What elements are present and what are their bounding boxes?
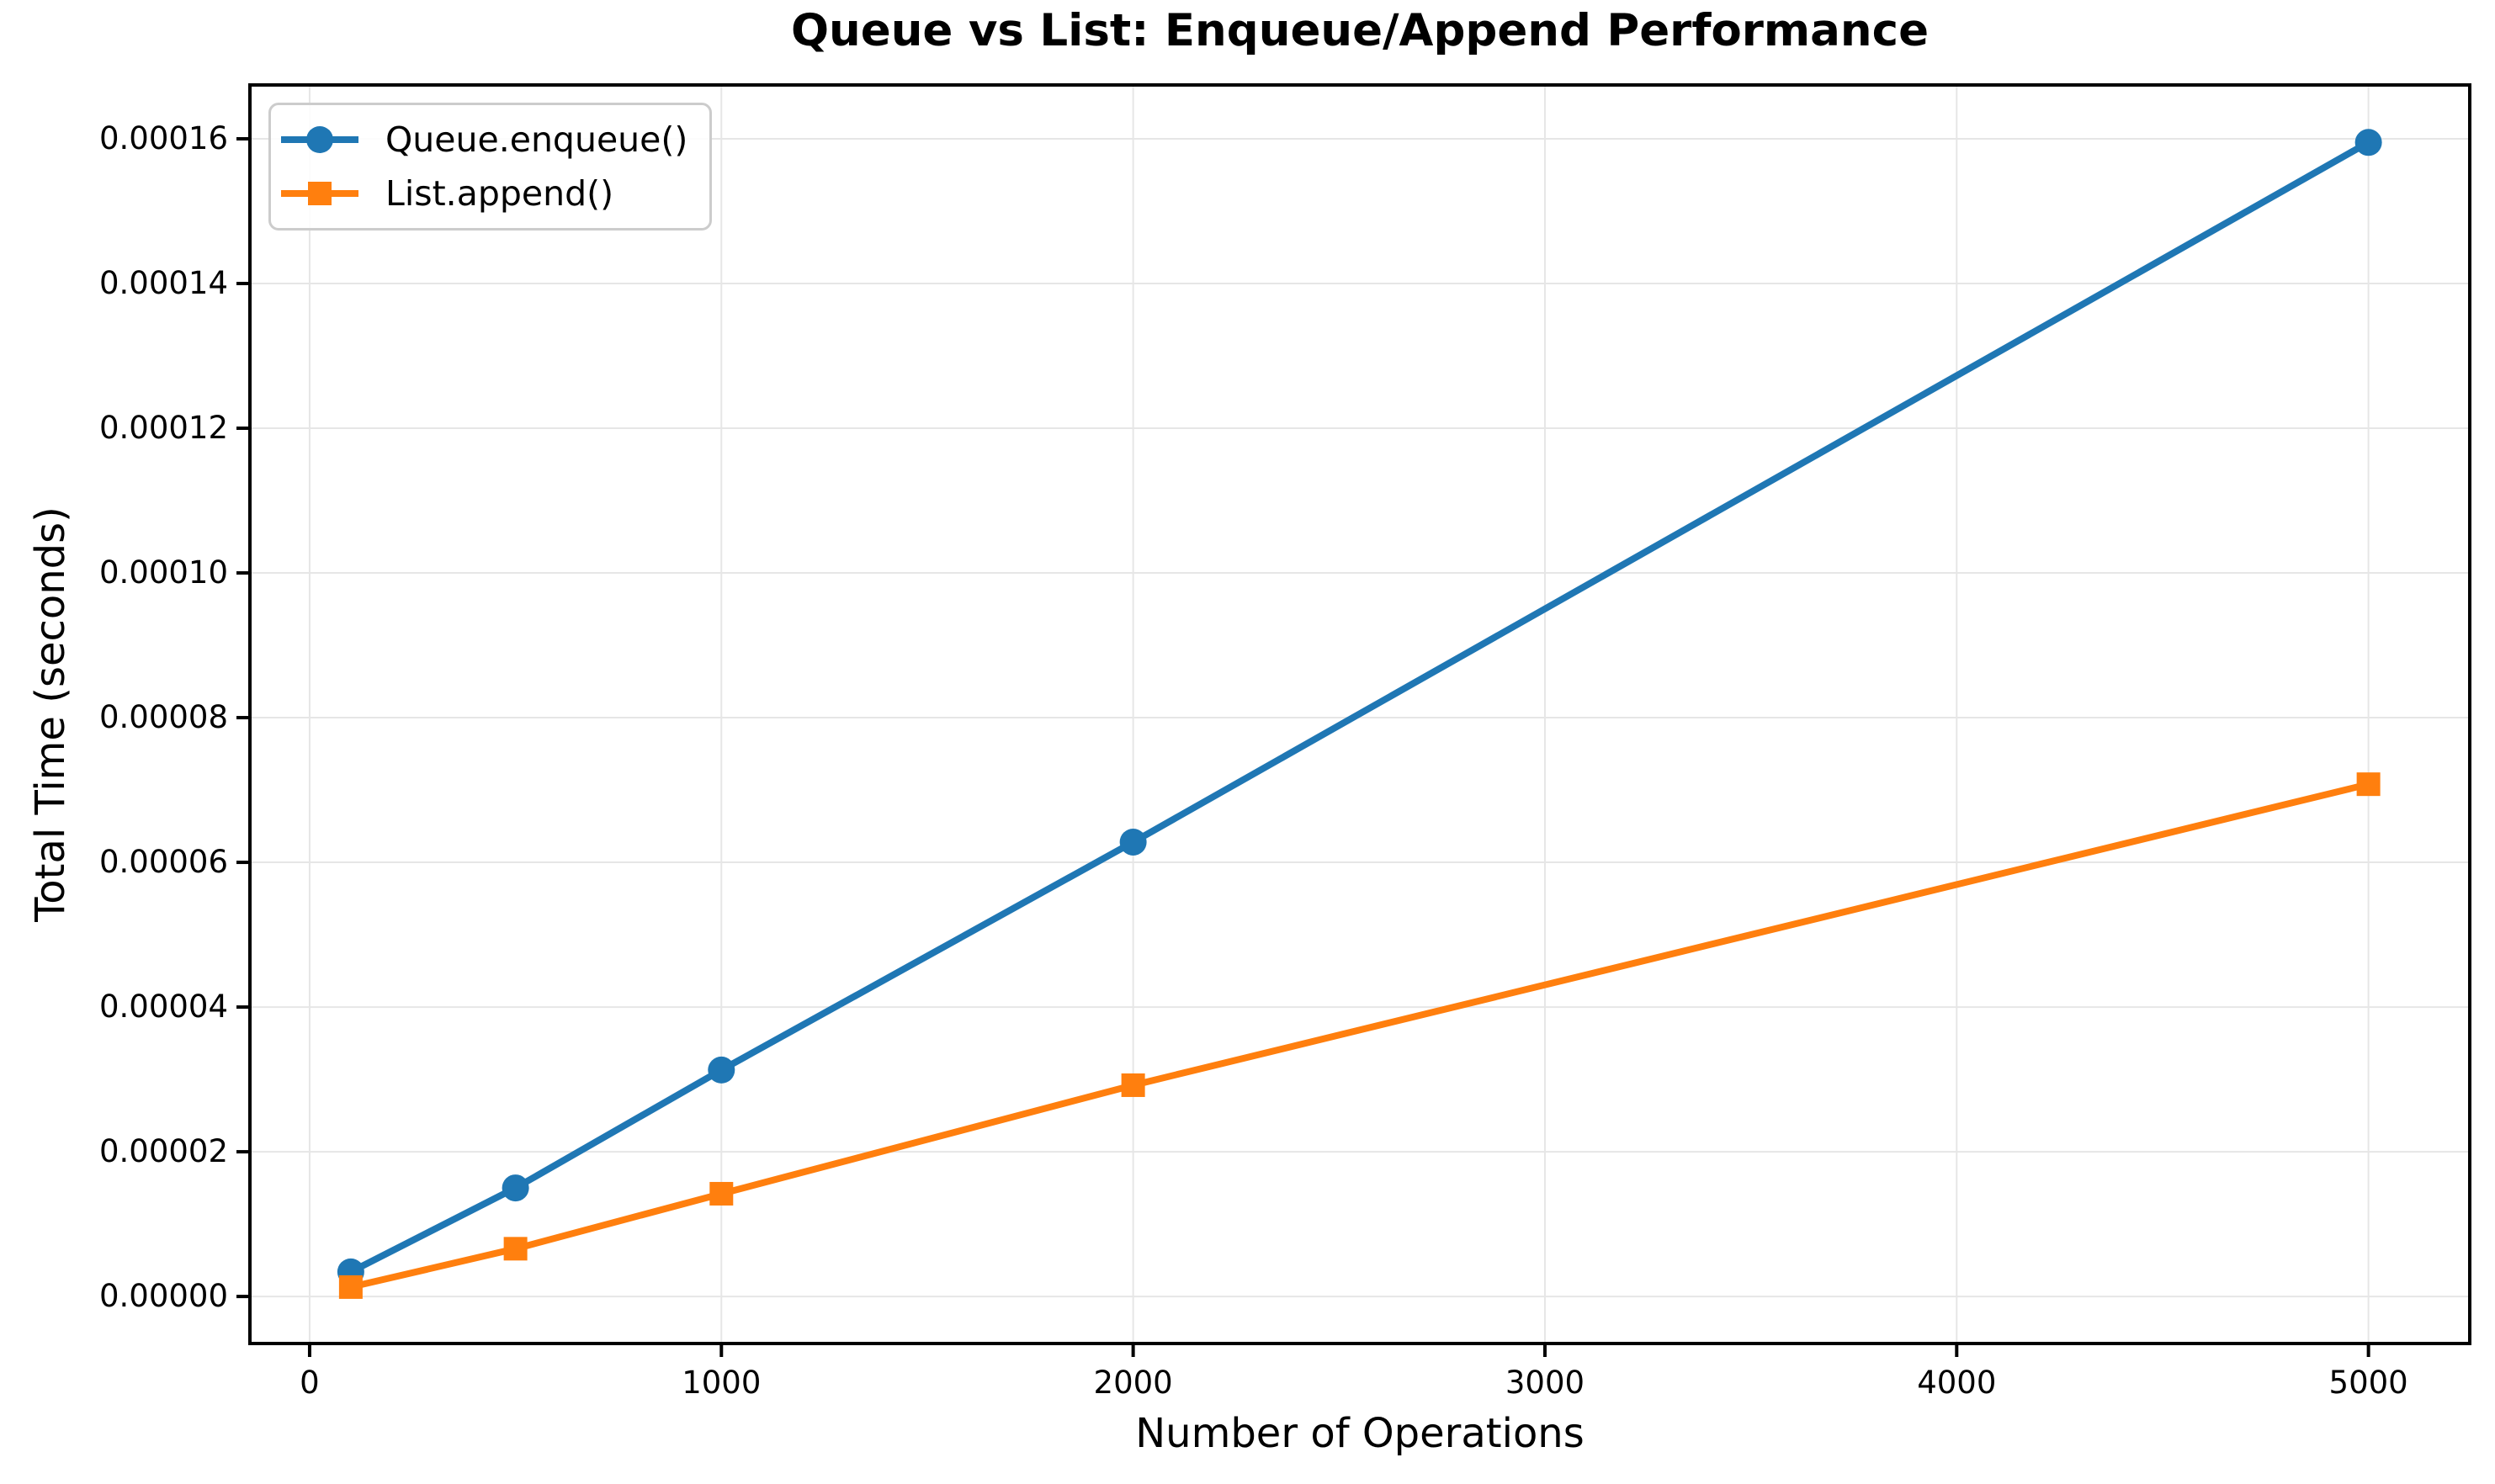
y-tick-label: 0.00010: [98, 554, 228, 591]
y-tick-label: 0.00004: [98, 988, 228, 1026]
x-tick-label: 0: [300, 1365, 320, 1401]
data-point-square: [503, 1237, 528, 1261]
axes-spines: [248, 83, 2471, 1345]
y-tick-label: 0.00008: [98, 699, 228, 736]
legend-marker-circle-icon: [281, 126, 358, 153]
x-tick-label: 1000: [682, 1365, 762, 1401]
legend-label: Queue.enqueue(): [385, 119, 688, 160]
y-axis-label-container: Total Time (seconds): [0, 85, 101, 1344]
series-line-list-append-: [347, 781, 2372, 1291]
legend-label: List.append(): [385, 173, 614, 214]
legend-circle-marker: [306, 126, 333, 153]
data-point-square: [709, 1181, 734, 1206]
y-tick-label: 0.00012: [98, 410, 228, 447]
x-axis-label: Number of Operations: [1135, 1410, 1585, 1457]
y-tick-label: 0.00014: [98, 265, 228, 301]
x-tick-label: 4000: [1917, 1365, 1997, 1401]
data-point-circle: [708, 1056, 735, 1084]
plot-area: [236, 83, 2471, 1357]
data-point-square: [338, 1275, 363, 1299]
y-axis-label: Total Time (seconds): [27, 506, 75, 922]
legend-square-marker: [308, 182, 332, 205]
data-point-circle: [502, 1174, 529, 1202]
data-point-circle: [2354, 129, 2382, 156]
legend: Queue.enqueue() List.append(): [268, 103, 713, 231]
x-tick-label: 5000: [2328, 1365, 2408, 1401]
y-tick-label: 0.00006: [98, 844, 228, 881]
chart-title: Queue vs List: Enqueue/Append Performanc…: [790, 5, 1930, 56]
data-point-square: [1121, 1073, 1145, 1097]
y-tick-label: 0.00002: [98, 1133, 228, 1170]
legend-entry: Queue.enqueue(): [279, 114, 687, 166]
x-tick-label: 3000: [1505, 1365, 1585, 1401]
data-point-circle: [1119, 828, 1147, 856]
x-tick-label: 2000: [1093, 1365, 1173, 1401]
legend-marker-square-icon: [281, 182, 358, 205]
legend-entry: List.append(): [279, 167, 687, 220]
series-line-queue-enqueue-: [347, 139, 2372, 1275]
y-tick-label: 0.00000: [98, 1278, 228, 1315]
y-tick-label: 0.00016: [98, 119, 228, 156]
data-point-square: [2356, 772, 2381, 797]
